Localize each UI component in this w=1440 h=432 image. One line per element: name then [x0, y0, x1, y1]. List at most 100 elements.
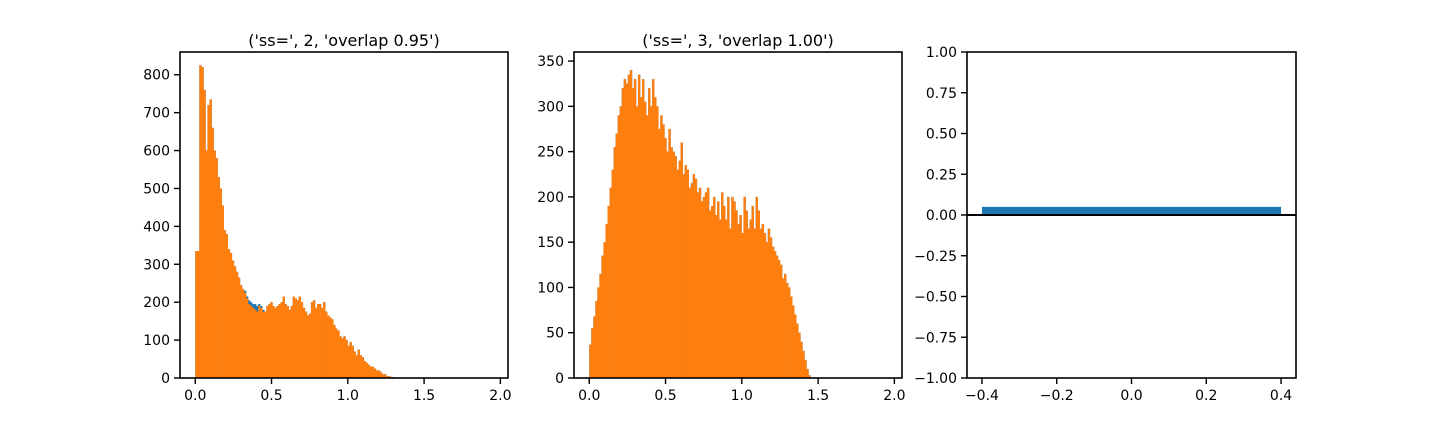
histogram-bar [666, 151, 669, 378]
histogram-bar [713, 196, 716, 378]
histogram-bar [203, 89, 206, 378]
chart-title: ('ss=', 2, 'overlap 0.95') [248, 31, 439, 50]
histogram-bar [682, 174, 685, 378]
histogram-bar [288, 309, 291, 378]
histogram-bar [694, 178, 698, 378]
histogram-bar [367, 364, 371, 378]
histogram-bar [371, 366, 375, 378]
histogram-bar [337, 330, 340, 378]
histogram-bar [361, 357, 364, 378]
histogram-bar [698, 187, 702, 378]
histogram-bar [329, 317, 332, 378]
histogram-bar [379, 372, 383, 378]
histogram-bar [605, 224, 608, 378]
histogram-bar [644, 101, 647, 379]
histogram-bar [613, 147, 616, 378]
y-tick-label: 300 [143, 257, 170, 273]
histogram-bar [753, 228, 756, 378]
histogram-bar [335, 328, 338, 378]
histogram-bar [658, 128, 661, 378]
histogram-bar [690, 183, 694, 378]
histogram-bar [625, 83, 629, 378]
histogram-bar [631, 88, 635, 378]
histogram-bar [751, 205, 754, 378]
histogram-bar [717, 201, 720, 378]
histogram-bar [733, 201, 736, 378]
y-tick-label: −0.75 [914, 330, 957, 346]
x-tick-label: 0.4 [1270, 388, 1292, 404]
histogram-bar [373, 368, 377, 378]
histogram-bar [684, 165, 687, 378]
histogram-bar [702, 196, 706, 378]
histogram-bar [235, 271, 239, 378]
histogram-bar [715, 215, 718, 378]
histogram-bar [741, 233, 744, 378]
histogram-bar [656, 106, 659, 378]
histogram-bar [325, 311, 328, 378]
histogram-bar [341, 338, 344, 378]
x-tick-label: 2.0 [883, 388, 905, 404]
y-tick-label: 500 [143, 181, 170, 197]
histogram-bar [205, 150, 208, 378]
chart-panel-3: −0.4 −0.2 0.0 0.2 0.4 −1.00 −0.75 −0.50 −0.25 0.0… [914, 45, 1297, 404]
histogram-bar [777, 260, 781, 378]
histogram-bar [771, 246, 775, 378]
histogram-bar [343, 336, 346, 378]
histogram-bar [381, 374, 385, 378]
histogram-bar [377, 370, 381, 378]
histogram-bar [729, 228, 732, 378]
histogram-bar [601, 255, 604, 378]
y-tick-label: 0 [161, 371, 170, 387]
histogram-bar [233, 266, 237, 378]
histogram-bar [597, 287, 600, 378]
y-tick-label: 0 [555, 371, 564, 387]
histogram-bar [237, 277, 241, 378]
histogram-bar [804, 359, 807, 378]
histogram-bar [765, 242, 769, 378]
histogram-bar [719, 219, 722, 378]
histogram-bar [197, 251, 200, 378]
histogram-bar [319, 304, 322, 378]
y-tick-label: 0.25 [926, 167, 957, 183]
histogram-bar [611, 169, 614, 378]
histogram-bar [199, 65, 202, 378]
histogram-bar [369, 366, 373, 378]
histogram-bar [739, 215, 742, 378]
histogram-bar [290, 305, 293, 378]
histogram-bar [680, 142, 683, 378]
histogram-bar [678, 160, 681, 378]
histogram-bar [735, 210, 738, 378]
histogram-bar [339, 336, 342, 378]
histogram-bar [800, 341, 803, 378]
histogram-bar [609, 187, 612, 378]
histogram-bar [769, 237, 773, 378]
axes-frame [573, 51, 903, 379]
histogram-bar [674, 156, 677, 378]
x-tick-label: −0.4 [965, 388, 999, 404]
histogram-bar [796, 323, 799, 378]
histogram-bar [278, 304, 281, 378]
x-tick-label: 1.5 [413, 388, 435, 404]
histogram-bar [250, 305, 253, 378]
histogram-bar [633, 79, 637, 379]
histogram-bar [629, 70, 633, 378]
histogram-bar [266, 305, 269, 378]
histogram-bar [759, 228, 763, 378]
histogram-bar [621, 88, 625, 378]
x-tick-label: 0.0 [184, 388, 206, 404]
histogram-bar [775, 255, 779, 378]
histogram-bar [262, 311, 265, 378]
histogram-bar [599, 273, 602, 378]
histogram-bar [743, 196, 746, 378]
y-tick-label: 700 [143, 106, 170, 122]
x-tick-label: 1.0 [337, 388, 359, 404]
histogram-bar [676, 169, 679, 378]
y-tick-label: 150 [537, 235, 564, 251]
y-tick-label: −0.25 [914, 249, 957, 265]
y-tick-label: 0.75 [926, 86, 957, 102]
x-tick-label: 0.5 [260, 388, 282, 404]
y-tick-label: 200 [143, 295, 170, 311]
histogram-bar [258, 305, 261, 378]
histogram-bar [792, 305, 795, 378]
x-tick-label: 1.5 [807, 388, 829, 404]
